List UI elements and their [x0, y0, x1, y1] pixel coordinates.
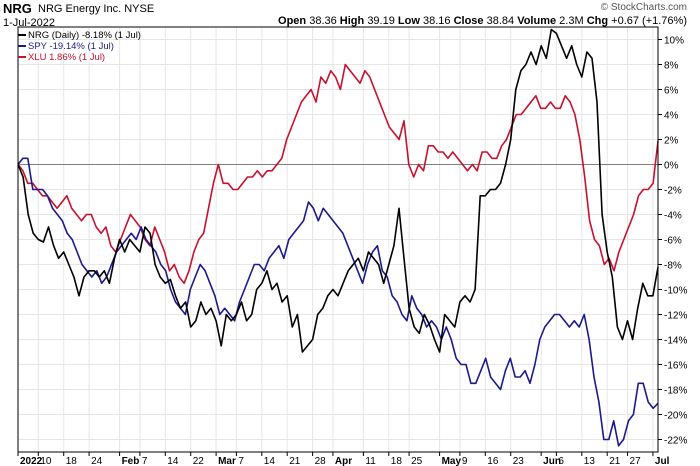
x-tick-label: Feb	[122, 456, 140, 466]
legend-item-xlu: XLU 1.86% (1 Jul)	[18, 52, 141, 63]
open-label: Open	[278, 15, 307, 27]
volume-value: 2.3M	[559, 15, 584, 27]
close-value: 38.84	[486, 15, 515, 27]
x-tick-label: 10	[40, 456, 52, 466]
legend-swatch-spy	[18, 45, 26, 48]
x-tick-label: 2022	[20, 456, 43, 466]
y-tick-label: 0%	[664, 161, 679, 172]
y-tick-label: 6%	[664, 86, 679, 97]
legend-label-nrg: NRG (Daily) -8.18% (1 Jul)	[28, 30, 141, 41]
series-line-nrg	[17, 28, 659, 353]
y-tick-label: -20%	[664, 411, 687, 422]
low-label: Low	[397, 15, 420, 27]
volume-label: Volume	[517, 15, 557, 27]
x-tick-label: 25	[411, 456, 423, 466]
legend-swatch-xlu	[18, 56, 26, 59]
y-axis: 10% 8% 6% 4% 2% 0% -2% -4% -6% -8% -10% -12% -14% -16…	[658, 36, 687, 447]
series-line-xlu	[17, 63, 659, 285]
x-tick-label: 22	[193, 456, 205, 466]
y-tick-label: 4%	[664, 111, 679, 122]
legend-swatch-nrg	[18, 34, 26, 37]
x-tick-label: 21	[289, 456, 301, 466]
legend: NRG (Daily) -8.18% (1 Jul) SPY -19.14% (…	[18, 30, 141, 63]
x-tick-label: Apr	[335, 456, 352, 466]
y-tick-label: 10%	[664, 36, 684, 47]
x-tick-label: May	[442, 456, 462, 466]
legend-label-spy: SPY -19.14% (1 Jul)	[28, 41, 114, 52]
x-tick-label: 18	[391, 456, 403, 466]
x-tick-label: 14	[264, 456, 276, 466]
high-value: 39.19	[367, 15, 395, 27]
y-tick-label: -18%	[664, 386, 687, 397]
y-tick-label: -12%	[664, 311, 687, 322]
company-name: NRG Energy Inc. NYSE	[38, 3, 155, 15]
x-tick-label: 21	[609, 456, 621, 466]
x-tick-label: Jun	[543, 456, 561, 466]
x-tick-label: 24	[91, 456, 103, 466]
y-tick-label: -8%	[664, 261, 682, 272]
y-tick-label: -22%	[664, 436, 687, 447]
x-tick-label: 16	[487, 456, 499, 466]
y-tick-label: -2%	[664, 186, 682, 197]
chg-value: +0.67 (+1.76%)	[611, 15, 687, 27]
x-tick-label: 27	[630, 456, 642, 466]
chg-label: Chg	[586, 15, 609, 27]
x-tick-label: 6	[558, 456, 564, 466]
x-tick-label: 7	[238, 456, 244, 466]
close-label: Close	[453, 15, 484, 27]
y-tick-label: 2%	[664, 136, 679, 147]
x-tick-label: 18	[66, 456, 78, 466]
x-tick-label: 23	[513, 456, 525, 466]
legend-label-xlu: XLU 1.86% (1 Jul)	[28, 52, 106, 63]
grid-lines	[17, 27, 658, 452]
series-line-spy	[17, 157, 659, 447]
x-tick-label: 9	[462, 456, 468, 466]
x-tick-label: Jul	[655, 456, 670, 466]
ticker-symbol: NRG	[3, 1, 32, 16]
x-tick-label: Mar	[218, 456, 236, 466]
high-label: High	[339, 15, 365, 27]
y-tick-label: -14%	[664, 336, 687, 347]
x-tick-label: 13	[584, 456, 596, 466]
y-tick-label: -16%	[664, 361, 687, 372]
y-tick-label: -4%	[664, 211, 682, 222]
legend-item-nrg: NRG (Daily) -8.18% (1 Jul)	[18, 30, 141, 41]
x-tick-label: 14	[167, 456, 179, 466]
low-value: 38.16	[422, 15, 451, 27]
y-tick-label: 8%	[664, 61, 679, 72]
legend-item-spy: SPY -19.14% (1 Jul)	[18, 41, 141, 52]
x-tick-label: 28	[315, 456, 327, 466]
ohlc-bar: Open 38.36 High 39.19 Low 38.16 Close 38…	[278, 15, 687, 27]
chart-date: 1-Jul-2022	[3, 17, 55, 29]
series-layer	[17, 28, 659, 447]
credit-text: © StockCharts.com	[600, 2, 687, 13]
y-tick-label: -10%	[664, 286, 687, 297]
y-tick-label: -6%	[664, 236, 682, 247]
x-tick-label: 11	[365, 456, 376, 466]
open-value: 38.36	[309, 15, 337, 27]
x-tick-label: 7	[142, 456, 148, 466]
